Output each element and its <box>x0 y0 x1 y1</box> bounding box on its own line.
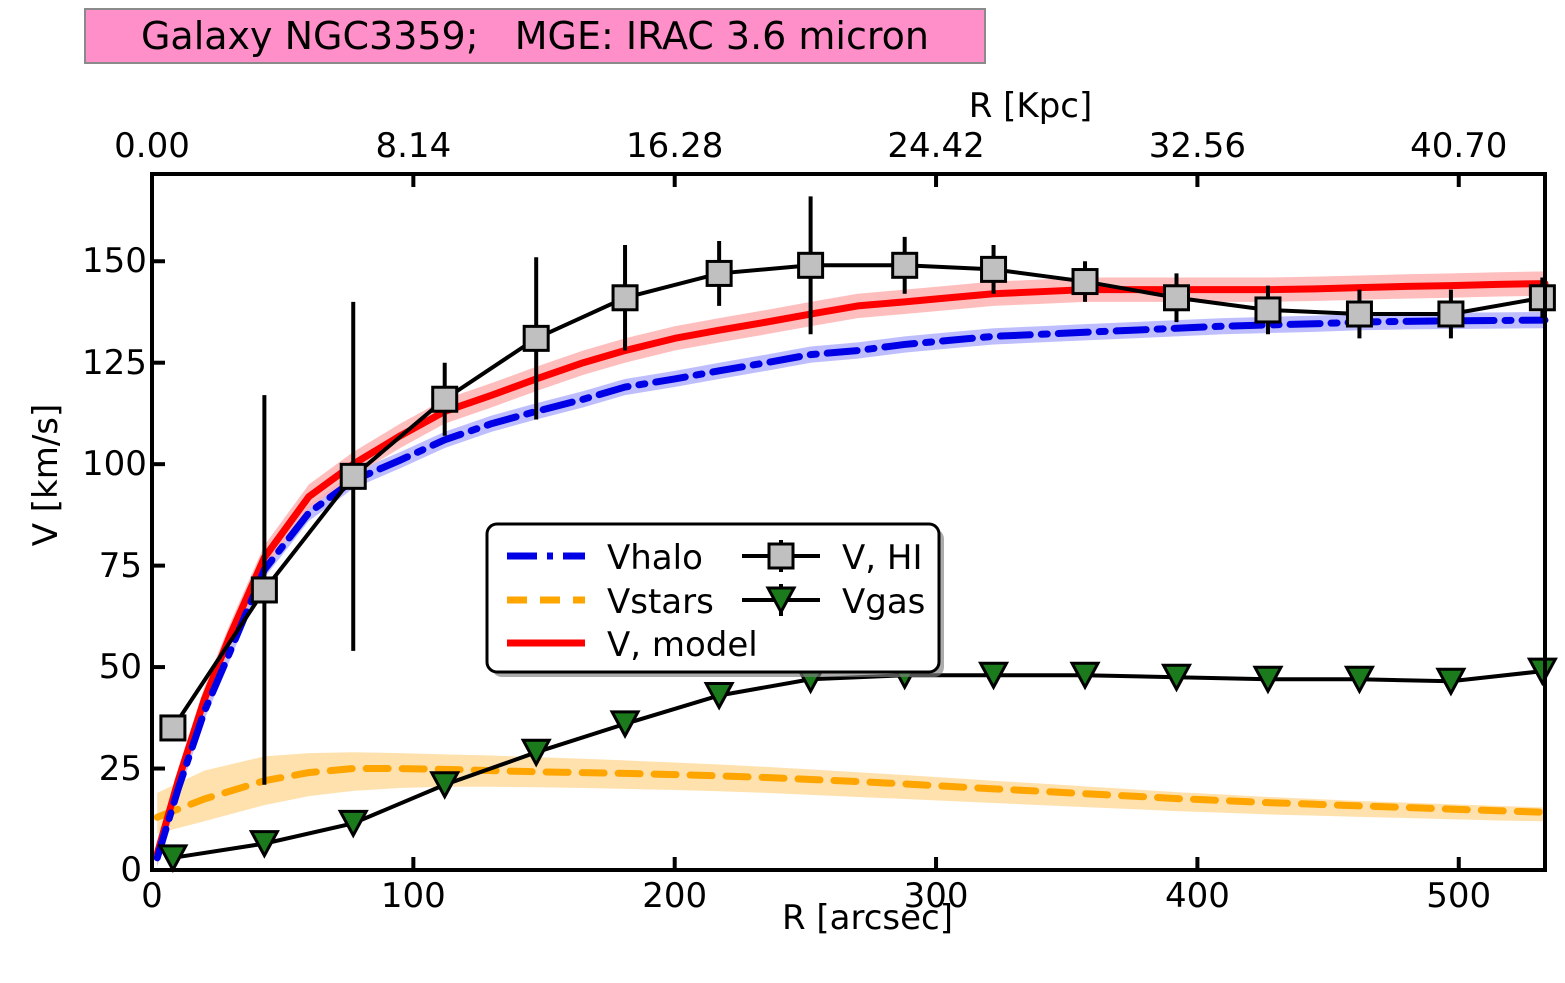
y-tick-label-25: 25 <box>98 748 142 789</box>
marker-v-hi-2 <box>339 462 367 490</box>
marker-v-hi-12 <box>1254 296 1282 324</box>
y-tick-label-100: 100 <box>82 444 147 485</box>
plot-title-text: Galaxy NGC3359; MGE: IRAC 3.6 micron <box>140 14 930 58</box>
legend-box <box>485 522 941 674</box>
top-tick-label-24.42: 24.42 <box>887 126 985 166</box>
curve-vhalo <box>153 316 1549 862</box>
marker-v-hi-4 <box>522 324 550 352</box>
marker-vgas-0 <box>157 844 189 873</box>
bottom-tick-label-500: 500 <box>1426 876 1492 916</box>
data-markers-group <box>157 251 1558 873</box>
legend-marker-square <box>767 542 795 570</box>
top-tick-label-16.28: 16.28 <box>626 126 724 166</box>
top-axis-title: R [Kpc] <box>968 86 1093 126</box>
marker-vgas-13 <box>1343 665 1375 695</box>
bottom-axis-title: R [arcsec] <box>781 898 954 938</box>
marker-v-hi-8 <box>891 251 919 279</box>
y-tick-label-125: 125 <box>82 342 147 383</box>
marker-v-hi-0 <box>159 714 187 742</box>
marker-v-hi-13 <box>1345 300 1373 328</box>
band-vstars <box>157 752 1546 834</box>
marker-vgas-15 <box>1526 657 1558 687</box>
bottom-tick-label-0: 0 <box>141 876 163 916</box>
y-tick-label-0: 0 <box>120 850 142 890</box>
line-v-hi <box>171 263 1543 730</box>
marker-v-hi-5 <box>611 284 639 312</box>
marker-vgas-14 <box>1435 667 1467 697</box>
marker-v-hi-7 <box>797 251 825 279</box>
marker-vgas-3 <box>429 771 461 800</box>
data-lines-group <box>171 263 1543 860</box>
marker-vgas-4 <box>520 738 552 768</box>
marker-v-hi-11 <box>1162 284 1190 312</box>
marker-v-hi-3 <box>431 385 459 413</box>
legend-label-vstars: Vstars <box>607 582 714 622</box>
marker-vgas-5 <box>609 710 641 740</box>
bottom-tick-label-200: 200 <box>642 876 708 916</box>
bottom-tick-label-400: 400 <box>1164 876 1230 916</box>
marker-vgas-12 <box>1252 665 1284 695</box>
legend-label-v-model: V, model <box>607 625 758 665</box>
uncertainty-bands-group <box>157 271 1546 866</box>
line-vgas <box>172 669 1543 860</box>
marker-vgas-6 <box>703 681 735 711</box>
top-tick-label-8.14: 8.14 <box>375 126 452 166</box>
bottom-tick-label-300: 300 <box>903 876 969 916</box>
y-tick-label-50: 50 <box>98 647 142 688</box>
marker-v-hi-15 <box>1528 284 1556 312</box>
marker-vgas-9 <box>978 661 1010 691</box>
top-tick-label-40.70: 40.70 <box>1410 126 1508 166</box>
marker-v-hi-6 <box>705 259 733 287</box>
plot-title-box: Galaxy NGC3359; MGE: IRAC 3.6 micron <box>84 8 986 64</box>
legend-label-v-hi: V, HI <box>842 538 922 578</box>
top-tick-label-32.56: 32.56 <box>1148 126 1247 166</box>
bottom-tick-label-100: 100 <box>380 876 446 916</box>
marker-vgas-11 <box>1160 663 1193 693</box>
marker-v-hi-10 <box>1071 268 1099 296</box>
marker-v-hi-14 <box>1437 300 1465 328</box>
marker-v-hi-9 <box>980 255 1008 283</box>
y-tick-label-150: 150 <box>82 241 147 282</box>
curve-vstars <box>153 765 1549 821</box>
top-tick-label-0.00: 0.00 <box>114 126 190 166</box>
plot-frame <box>150 172 1547 872</box>
marker-v-hi-1 <box>250 576 278 604</box>
marker-vgas-1 <box>248 830 280 859</box>
legend-label-vgas: Vgas <box>842 582 925 622</box>
legend-marker-triangle <box>765 586 797 616</box>
y-tick-label-75: 75 <box>98 545 142 586</box>
marker-vgas-2 <box>337 809 369 839</box>
marker-vgas-10 <box>1069 661 1101 691</box>
legend-label-vhalo: Vhalo <box>607 538 703 578</box>
axes-frame-group <box>150 172 1547 872</box>
